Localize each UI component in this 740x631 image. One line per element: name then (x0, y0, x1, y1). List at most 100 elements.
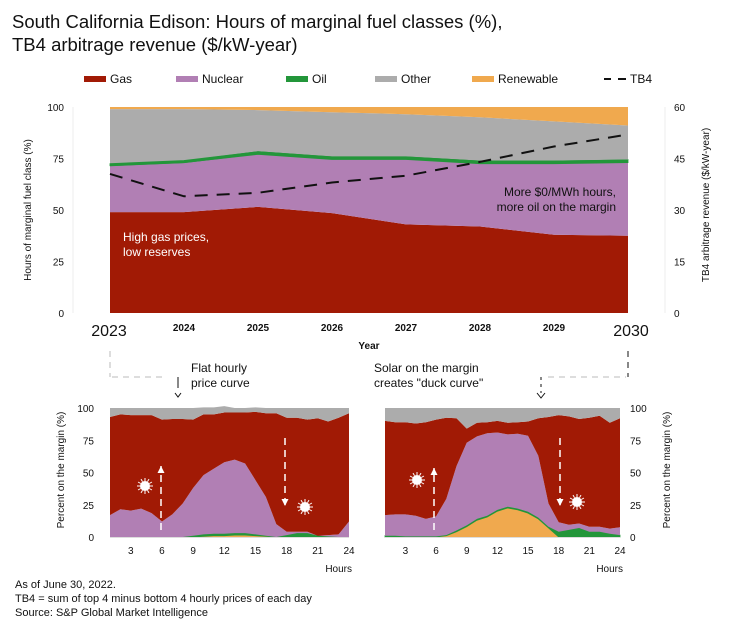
sun-icon (569, 494, 585, 510)
sun-ray (581, 497, 585, 500)
sun-ray (572, 494, 575, 498)
callout-duck-line-2: creates "duck curve" (374, 376, 483, 390)
sun-ray (137, 488, 141, 491)
annotation-gas-line-2: low reserves (123, 245, 190, 259)
legend-label-other: Other (401, 72, 432, 86)
chart-title-line-1: South California Edison: Hours of margin… (12, 11, 503, 32)
x-axis-title: Hours (596, 564, 623, 575)
sun-ray (140, 478, 143, 482)
area-other (385, 408, 620, 429)
sun-icon (409, 472, 425, 488)
y2-tick-label: 45 (674, 155, 686, 166)
sun-ray (309, 502, 313, 505)
y-tick-label: 25 (630, 501, 642, 512)
x-tick-label-24: 24 (614, 546, 626, 557)
x-axis-title: Year (358, 341, 379, 352)
y-axis-title: Percent on the margin (%) (56, 412, 67, 529)
sun-ray (149, 481, 153, 484)
x-tick-label-9: 9 (190, 546, 196, 557)
y2-tick-label: 0 (674, 309, 680, 320)
sun-disc (412, 475, 422, 485)
chart-title: South California Edison: Hours of margin… (12, 10, 502, 56)
legend-swatch-other (375, 76, 397, 82)
legend-label-tb4: TB4 (630, 72, 653, 86)
sun-ray (297, 509, 301, 512)
footnote-tb4-definition: TB4 = sum of top 4 minus bottom 4 hourly… (15, 593, 312, 605)
sun-ray (572, 506, 575, 510)
y-tick-label: 25 (53, 258, 65, 269)
bottom-right-chart: 0 25 50 75 100 3 6 9 12 15 18 21 24 Hours Percent on t… (384, 404, 673, 575)
callout-flat-line-2: price curve (191, 376, 250, 390)
x-tick-label-2027: 2027 (395, 323, 418, 334)
sun-ray (569, 504, 573, 507)
arrow-up-head-icon (430, 468, 438, 475)
legend-label-oil: Oil (312, 72, 327, 86)
sun-ray (140, 490, 143, 494)
sun-ray (409, 482, 413, 485)
arrow-down-head-icon (281, 499, 289, 506)
x-tick-label-3: 3 (403, 546, 409, 557)
x-axis-title: Hours (325, 564, 352, 575)
sun-ray (421, 475, 425, 478)
y-tick-label: 25 (83, 501, 95, 512)
area-gas (110, 411, 349, 536)
legend-item-renewable: Renewable (472, 72, 558, 86)
line-tb4 (109, 133, 629, 198)
y2-axis-title: TB4 arbitrage revenue ($/kW-year) (701, 128, 712, 282)
x-tick-label-2023: 2023 (91, 323, 127, 340)
arrow-down (556, 438, 564, 506)
callout-flat-line-1: Flat hourly (191, 361, 247, 375)
y-tick-label: 50 (53, 206, 65, 217)
x-tick-label-6: 6 (433, 546, 439, 557)
sun-ray (419, 484, 422, 488)
x-tick-label-2028: 2028 (469, 323, 492, 334)
y-tick-label: 0 (58, 309, 64, 320)
area-nuclear (385, 432, 620, 537)
callout-duck-line-1: Solar on the margin (374, 361, 479, 375)
oil-band (109, 151, 629, 167)
x-tick-label-21: 21 (312, 546, 324, 557)
x-tick-label-2030: 2030 (613, 323, 649, 340)
sun-ray (147, 490, 150, 494)
sun-ray (412, 484, 415, 488)
chart-title-line-2: TB4 arbitrage revenue ($/kW-year) (12, 34, 298, 55)
legend-swatch-nuclear (176, 76, 198, 82)
legend-swatch-oil (286, 76, 308, 82)
footnote-source: Source: S&P Global Market Intelligence (15, 607, 209, 619)
sun-ray (581, 504, 585, 507)
x-tick-label-9: 9 (464, 546, 470, 557)
y-tick-label: 100 (630, 404, 647, 415)
arrow-down (281, 438, 289, 506)
x-tick-label-2026: 2026 (321, 323, 344, 334)
area-gas (110, 206, 628, 313)
area-nuclear (110, 154, 628, 236)
arrow-down-icon (174, 392, 182, 398)
y-tick-label: 0 (630, 533, 636, 544)
sun-ray (579, 494, 582, 498)
sun-ray (137, 481, 141, 484)
y-tick-label: 100 (47, 103, 64, 114)
x-tick-label-2029: 2029 (543, 323, 566, 334)
sun-ray (579, 506, 582, 510)
x-tick-label-21: 21 (584, 546, 596, 557)
y2-tick-label: 30 (674, 206, 686, 217)
sun-ray (307, 511, 310, 515)
top-chart: 0 25 50 75 100 0 15 30 45 60 2023 2024 2025 2026 2027 2… (23, 103, 712, 352)
y-axis-title: Percent on the margin (%) (662, 412, 673, 529)
area-renewable (385, 508, 620, 537)
x-tick-label-18: 18 (281, 546, 293, 557)
sun-icon (297, 499, 313, 515)
y-tick-label: 75 (83, 436, 95, 447)
footnotes: As of June 30, 2022. TB4 = sum of top 4 … (15, 578, 312, 620)
arrow-down-icon (536, 392, 546, 399)
sun-ray (300, 499, 303, 503)
sun-ray (569, 497, 573, 500)
y-tick-label: 75 (53, 155, 65, 166)
sun-ray (307, 499, 310, 503)
sun-ray (412, 472, 415, 476)
sun-ray (147, 478, 150, 482)
sun-ray (297, 502, 301, 505)
y-tick-label: 50 (630, 469, 642, 480)
legend-label-nuclear: Nuclear (202, 72, 244, 86)
sun-ray (409, 475, 413, 478)
